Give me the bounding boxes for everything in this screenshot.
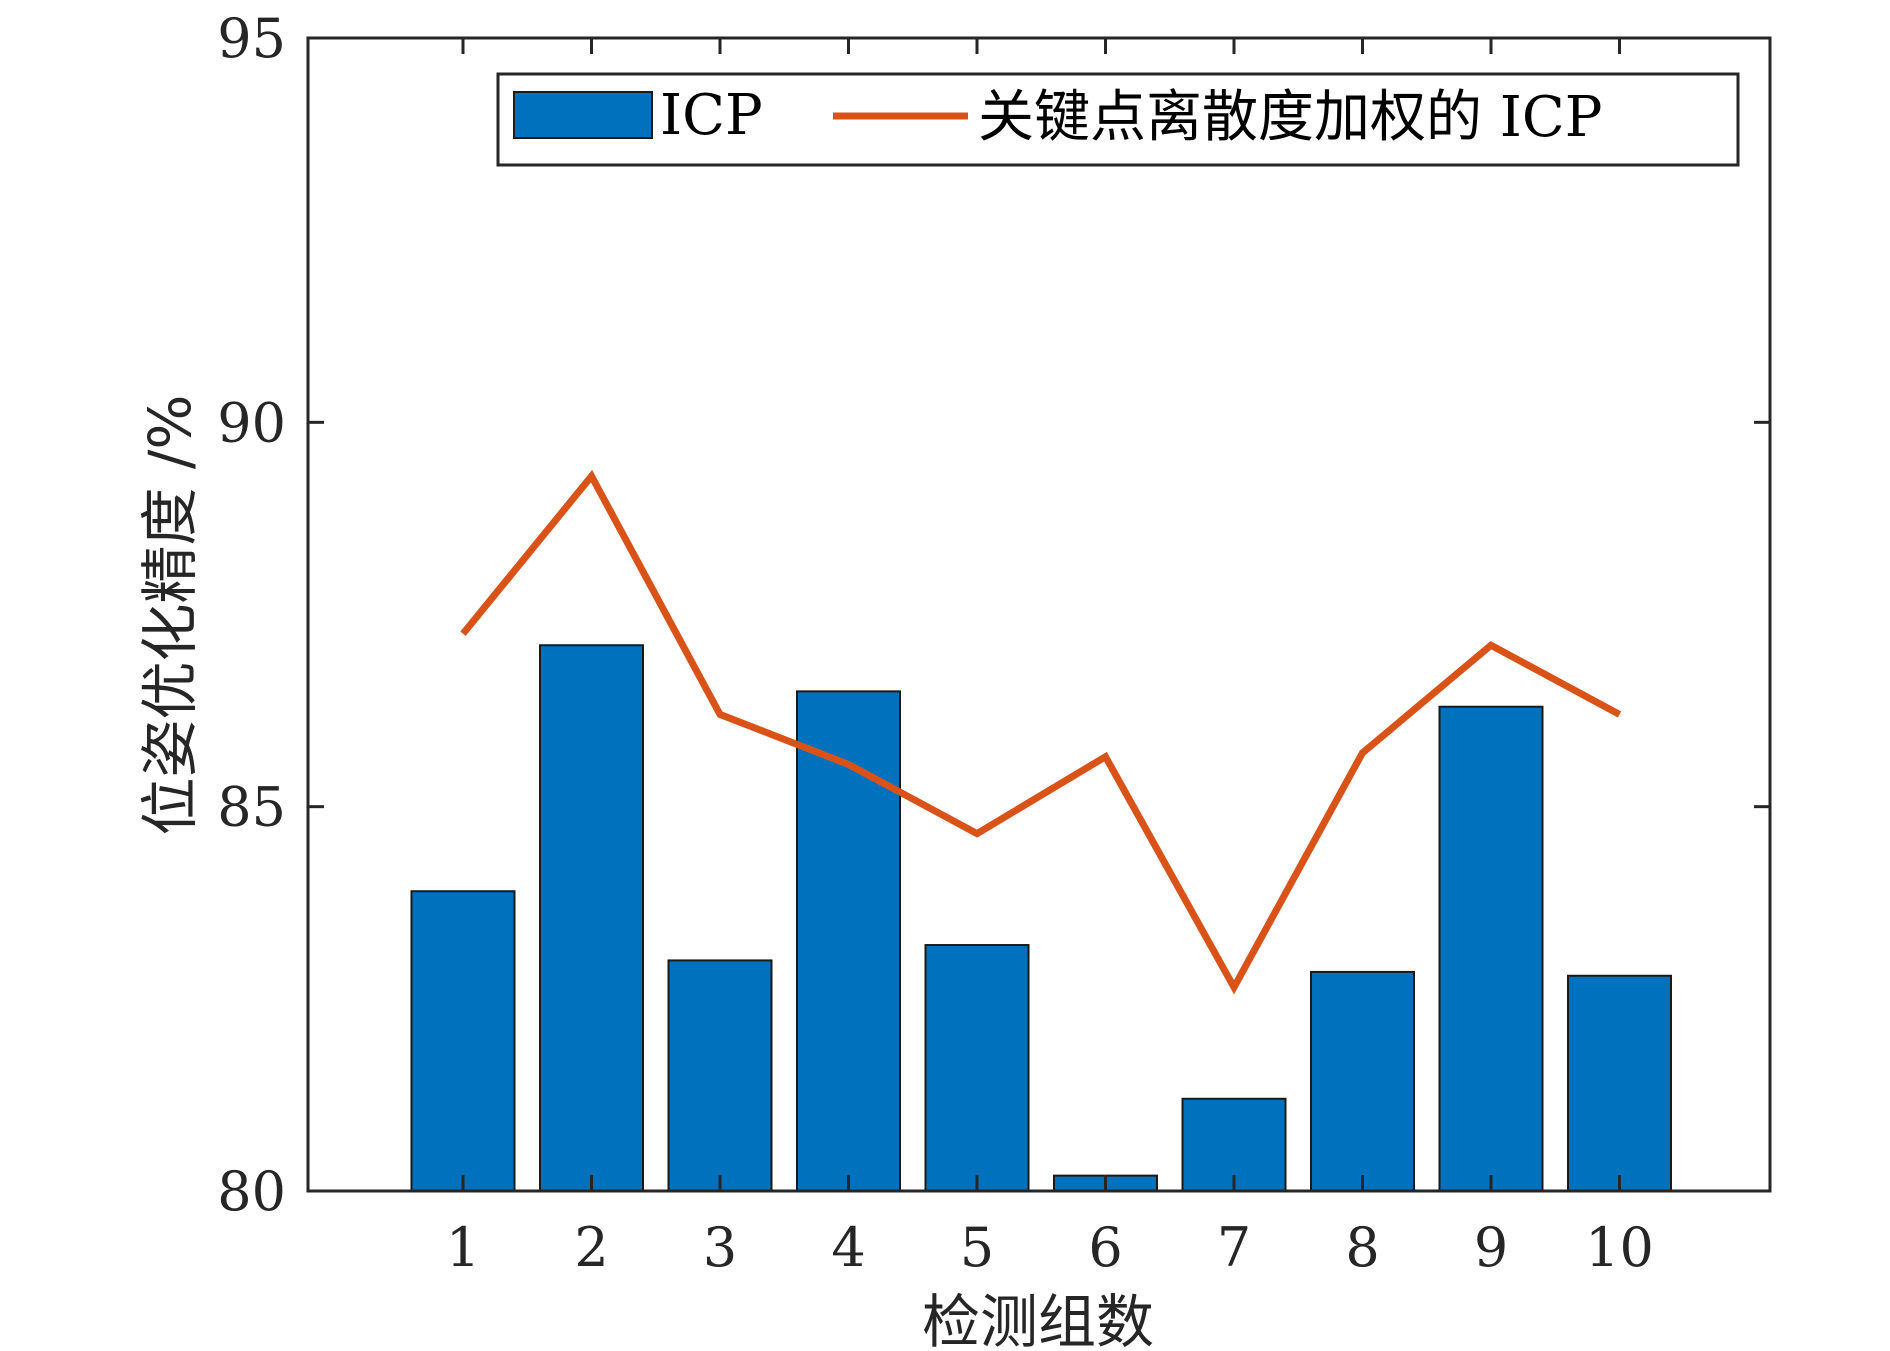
- bar-10: [1567, 974, 1672, 1192]
- x-tick-label-1: 1: [446, 1216, 480, 1279]
- bar-1: [410, 890, 516, 1192]
- legend: ICP 关键点离散度加权的 ICP: [496, 72, 1740, 167]
- x-tick-label-2: 2: [574, 1216, 608, 1279]
- legend-label-weighted-icp: 关键点离散度加权的 ICP: [978, 85, 1602, 150]
- bar-8: [1310, 970, 1415, 1192]
- x-tick-label-10: 10: [1585, 1216, 1654, 1279]
- y-tick-labels: 80 85 90 95: [217, 7, 286, 1223]
- y-axis-label: 位姿优化精度 /%: [136, 394, 204, 835]
- x-tick-label-5: 5: [960, 1216, 994, 1279]
- bar-4: [796, 690, 901, 1192]
- y-tick-label-90: 90: [217, 391, 286, 454]
- axis-ticks: [308, 36, 1770, 1193]
- bar-2: [539, 644, 644, 1192]
- line-series: [460, 469, 1622, 995]
- x-tick-label-9: 9: [1474, 1216, 1508, 1279]
- bar-series: [410, 644, 1672, 1193]
- bar-5: [924, 944, 1030, 1192]
- legend-bar-swatch: [513, 91, 653, 139]
- legend-label-icp: ICP: [660, 83, 763, 148]
- bar-9: [1438, 705, 1544, 1192]
- y-tick-label-95: 95: [217, 7, 286, 70]
- x-axis-label: 检测组数: [922, 1288, 1154, 1351]
- x-tick-label-4: 4: [831, 1216, 865, 1279]
- x-tick-label-3: 3: [703, 1216, 737, 1279]
- y-tick-label-80: 80: [217, 1160, 286, 1223]
- bar-3: [667, 959, 773, 1193]
- x-tick-label-8: 8: [1345, 1216, 1379, 1279]
- x-tick-label-6: 6: [1088, 1216, 1122, 1279]
- plot-frame: [306, 36, 1772, 1193]
- y-tick-label-85: 85: [217, 776, 286, 839]
- x-tick-label-7: 7: [1217, 1216, 1251, 1279]
- plot-background: [308, 38, 1770, 1191]
- legend-box: [496, 72, 1740, 167]
- x-tick-labels: 1 2 3 4 5 6 7 8 9 10: [446, 1216, 1654, 1279]
